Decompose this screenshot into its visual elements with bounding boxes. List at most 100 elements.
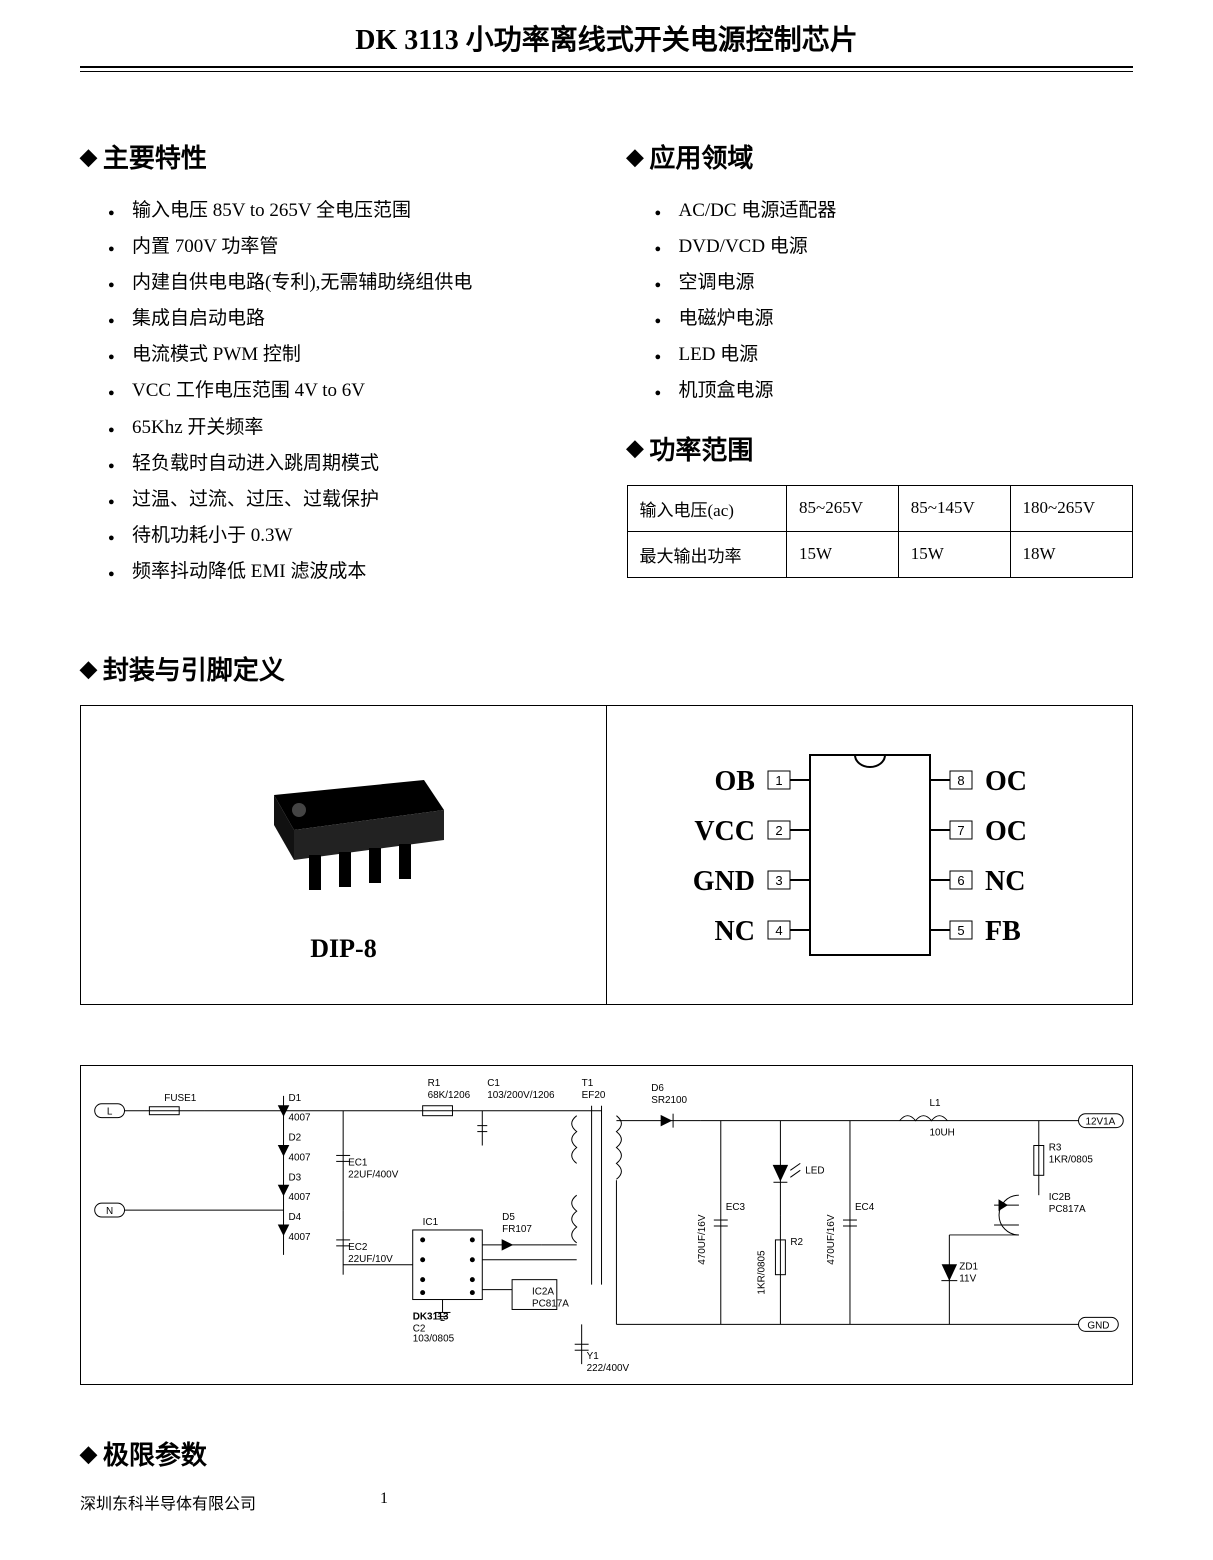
applications-heading: ◆ 应用领域 <box>627 138 1134 175</box>
package-box: DIP-8 1OB2VCC3GND4NC 8OC7OC6NC5FB <box>80 705 1133 1005</box>
package-heading-text: 封装与引脚定义 <box>103 650 285 687</box>
table-cell: 最大输出功率 <box>627 531 787 577</box>
svg-text:11V: 11V <box>959 1274 976 1285</box>
list-item: DVD/VCD 电源 <box>655 229 1134 265</box>
svg-text:3: 3 <box>775 873 782 888</box>
svg-text:LED: LED <box>805 1165 824 1176</box>
svg-text:470UF/16V: 470UF/16V <box>826 1214 837 1265</box>
table-cell: 180~265V <box>1010 485 1132 531</box>
list-item: AC/DC 电源适配器 <box>655 193 1134 229</box>
package-pinout-panel: 1OB2VCC3GND4NC 8OC7OC6NC5FB <box>607 706 1132 1004</box>
power-range-heading-text: 功率范围 <box>649 430 753 467</box>
table-cell: 85~145V <box>898 485 1010 531</box>
features-column: ◆ 主要特性 输入电压 85V to 265V 全电压范围内置 700V 功率管… <box>80 138 587 590</box>
list-item: LED 电源 <box>655 337 1134 373</box>
svg-text:12V1A: 12V1A <box>1085 1117 1115 1128</box>
svg-text:7: 7 <box>957 823 964 838</box>
diamond-icon: ◆ <box>80 656 97 682</box>
page-header: DK 3113 小功率离线式开关电源控制芯片 <box>80 0 1133 68</box>
svg-text:IC2B: IC2B <box>1049 1192 1071 1203</box>
svg-text:IC2A: IC2A <box>532 1287 554 1298</box>
schematic-svg: L FUSE1 N D1 4007 D2 4007 D3 4007 D4 400… <box>81 1066 1132 1384</box>
table-cell: 15W <box>898 531 1010 577</box>
diamond-icon: ◆ <box>627 435 644 461</box>
svg-text:L: L <box>107 1107 113 1118</box>
svg-text:FUSE1: FUSE1 <box>164 1093 196 1104</box>
svg-text:Y1: Y1 <box>587 1351 600 1362</box>
svg-text:EC3: EC3 <box>726 1202 746 1213</box>
svg-text:FR107: FR107 <box>502 1224 532 1235</box>
list-item: 内置 700V 功率管 <box>108 229 587 265</box>
svg-text:IC1: IC1 <box>423 1217 439 1228</box>
package-heading: ◆ 封装与引脚定义 <box>80 650 1133 687</box>
package-section: ◆ 封装与引脚定义 DIP-8 <box>80 650 1133 1005</box>
list-item: 内建自供电电路(专利),无需辅助绕组供电 <box>108 265 587 301</box>
svg-text:N: N <box>106 1206 113 1217</box>
svg-text:4007: 4007 <box>289 1192 312 1203</box>
diamond-icon: ◆ <box>80 1441 97 1467</box>
limits-heading-text: 极限参数 <box>103 1435 207 1472</box>
svg-text:NC: NC <box>985 866 1025 897</box>
list-item: 待机功耗小于 0.3W <box>108 518 587 554</box>
features-heading-text: 主要特性 <box>103 138 207 175</box>
top-columns: ◆ 主要特性 输入电压 85V to 265V 全电压范围内置 700V 功率管… <box>80 138 1133 590</box>
list-item: 电磁炉电源 <box>655 301 1134 337</box>
svg-text:2: 2 <box>775 823 782 838</box>
power-range-heading: ◆ 功率范围 <box>627 430 1134 467</box>
table-row: 输入电压(ac) 85~265V 85~145V 180~265V <box>627 485 1133 531</box>
svg-text:C1: C1 <box>487 1078 500 1089</box>
svg-text:5: 5 <box>957 923 964 938</box>
table-row: 最大输出功率 15W 15W 18W <box>627 531 1133 577</box>
svg-text:1KR/0805: 1KR/0805 <box>1049 1154 1094 1165</box>
applications-heading-text: 应用领域 <box>649 138 753 175</box>
list-item: 机顶盒电源 <box>655 373 1134 409</box>
svg-text:4007: 4007 <box>289 1113 312 1124</box>
list-item: 65Khz 开关频率 <box>108 410 587 446</box>
svg-text:8: 8 <box>957 773 964 788</box>
svg-text:PC817A: PC817A <box>532 1299 569 1310</box>
list-item: 轻负载时自动进入跳周期模式 <box>108 446 587 482</box>
list-item: VCC 工作电压范围 4V to 6V <box>108 373 587 409</box>
page-footer: 深圳东科半导体有限公司 1 <box>80 1490 1133 1514</box>
svg-text:EC1: EC1 <box>348 1157 368 1168</box>
list-item: 电流模式 PWM 控制 <box>108 337 587 373</box>
svg-text:6: 6 <box>957 873 964 888</box>
svg-text:D6: D6 <box>651 1083 664 1094</box>
list-item: 输入电压 85V to 265V 全电压范围 <box>108 193 587 229</box>
svg-text:OB: OB <box>714 766 754 797</box>
svg-text:SR2100: SR2100 <box>651 1095 687 1106</box>
pinout-diagram: 1OB2VCC3GND4NC 8OC7OC6NC5FB <box>630 725 1110 985</box>
svg-text:L1: L1 <box>929 1098 941 1109</box>
svg-text:1KR/0805: 1KR/0805 <box>757 1250 768 1295</box>
svg-text:D3: D3 <box>289 1172 302 1183</box>
footer-page-number: 1 <box>380 1490 388 1514</box>
list-item: 集成自启动电路 <box>108 301 587 337</box>
package-3d-panel: DIP-8 <box>81 706 607 1004</box>
svg-text:R2: R2 <box>790 1237 803 1248</box>
svg-text:103/200V/1206: 103/200V/1206 <box>487 1090 555 1101</box>
list-item: 过温、过流、过压、过载保护 <box>108 482 587 518</box>
dip8-label: DIP-8 <box>310 934 376 964</box>
svg-text:470UF/16V: 470UF/16V <box>697 1214 708 1265</box>
svg-text:103/0805: 103/0805 <box>413 1333 455 1344</box>
svg-text:EC4: EC4 <box>855 1202 875 1213</box>
svg-text:D5: D5 <box>502 1212 515 1223</box>
diamond-icon: ◆ <box>80 144 97 170</box>
svg-text:22UF/10V: 22UF/10V <box>348 1254 393 1265</box>
svg-text:4007: 4007 <box>289 1232 312 1243</box>
svg-text:PC817A: PC817A <box>1049 1204 1086 1215</box>
diamond-icon: ◆ <box>627 144 644 170</box>
circuit-schematic: L FUSE1 N D1 4007 D2 4007 D3 4007 D4 400… <box>80 1065 1133 1385</box>
footer-company: 深圳东科半导体有限公司 <box>80 1490 380 1514</box>
svg-text:GND: GND <box>692 866 754 897</box>
svg-text:R1: R1 <box>428 1078 441 1089</box>
dip8-3d-icon <box>214 755 474 955</box>
list-item: 空调电源 <box>655 265 1134 301</box>
features-list: 输入电压 85V to 265V 全电压范围内置 700V 功率管内建自供电电路… <box>80 193 587 590</box>
svg-text:GND: GND <box>1087 1320 1109 1331</box>
svg-text:OC: OC <box>985 766 1027 797</box>
svg-text:22UF/400V: 22UF/400V <box>348 1169 399 1180</box>
applications-list: AC/DC 电源适配器DVD/VCD 电源空调电源电磁炉电源LED 电源机顶盒电… <box>627 193 1134 410</box>
svg-text:R3: R3 <box>1049 1143 1062 1154</box>
svg-text:D1: D1 <box>289 1093 302 1104</box>
